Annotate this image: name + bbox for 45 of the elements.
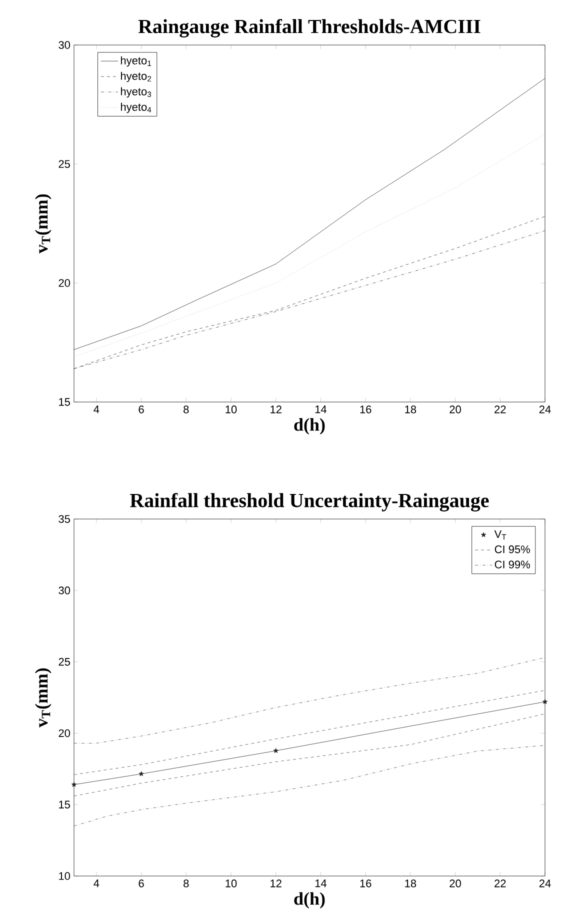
x-tick-label: 10	[226, 880, 237, 888]
x-tick-label: 16	[360, 880, 372, 888]
legend-label: CI 99%	[494, 560, 530, 568]
chart-title: Raingauge Rainfall Thresholds-AMCIII	[138, 18, 480, 38]
legend-label: hyeto$_{4}$	[120, 102, 152, 114]
x-tick-label: 4	[94, 406, 100, 414]
x-tick-label: 8	[184, 880, 189, 888]
legend-label: CI 95%	[494, 545, 530, 554]
x-tick-label: 8	[184, 406, 189, 414]
y-tick-label: 20	[58, 729, 70, 738]
x-tick-label: 24	[539, 406, 551, 414]
y-tick-label: 25	[58, 160, 70, 168]
x-tick-label: 22	[494, 406, 506, 414]
y-tick-label: 15	[59, 398, 70, 406]
legend-label: hyeto$_{2}$	[120, 72, 152, 82]
x-tick-label: 24	[539, 880, 551, 888]
x-tick-label: 6	[138, 406, 144, 414]
y-tick-label: 20	[58, 279, 70, 287]
x-tick-label: 14	[315, 880, 326, 888]
legend-label: V$_{T}$	[494, 530, 506, 540]
y-tick-label: 25	[58, 658, 70, 666]
x-axis-title: d(h)	[294, 892, 325, 909]
x-tick-label: 12	[270, 880, 282, 888]
x-axis-title: d(h)	[294, 418, 325, 435]
x-tick-label: 18	[405, 406, 416, 414]
x-tick-label: 20	[450, 406, 461, 414]
y-tick-label: 30	[58, 41, 70, 49]
x-tick-label: 20	[450, 880, 461, 888]
legend-label: hyeto$_{3}$	[120, 87, 152, 98]
y-axis-title: v$_{T}$(mm)	[35, 668, 52, 728]
y-tick-label: 10	[59, 872, 70, 880]
x-tick-label: 22	[494, 880, 506, 888]
y-tick-label: 30	[58, 586, 70, 594]
x-tick-label: 12	[270, 406, 282, 414]
x-tick-label: 14	[315, 406, 326, 414]
y-axis-title: v$_{T}$(mm)	[35, 194, 52, 254]
x-tick-label: 18	[405, 880, 416, 888]
y-tick-label: 35	[58, 515, 70, 523]
legend-label: hyeto$_{1}$	[120, 56, 152, 67]
x-tick-label: 10	[226, 406, 237, 414]
chart-title: Rainfall threshold Uncertainty-Raingauge	[130, 492, 489, 512]
y-tick-label: 15	[59, 800, 70, 808]
x-tick-label: 4	[94, 880, 100, 888]
x-tick-label: 16	[360, 406, 372, 414]
x-tick-label: 6	[138, 880, 144, 888]
